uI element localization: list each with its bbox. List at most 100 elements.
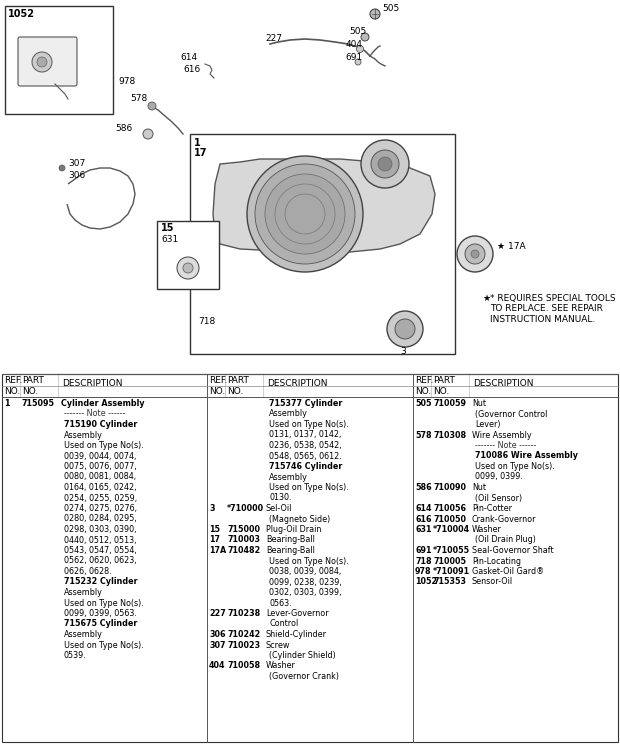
Circle shape	[59, 165, 65, 171]
Text: Screw: Screw	[266, 641, 290, 650]
Circle shape	[265, 174, 345, 254]
Text: 0302, 0303, 0399,: 0302, 0303, 0399,	[269, 588, 342, 597]
Text: (Oil Drain Plug): (Oil Drain Plug)	[475, 536, 536, 545]
Text: 307: 307	[68, 159, 86, 168]
Text: Assembly: Assembly	[64, 588, 103, 597]
Text: 718: 718	[415, 557, 432, 565]
Text: Plug-Oil Drain: Plug-Oil Drain	[266, 525, 321, 534]
Text: 15: 15	[209, 525, 220, 534]
Text: NO.: NO.	[22, 387, 38, 396]
Text: 3: 3	[209, 504, 215, 513]
Text: 1052: 1052	[415, 577, 437, 586]
Text: Used on Type No(s).: Used on Type No(s).	[269, 557, 348, 565]
Text: 306: 306	[68, 171, 86, 180]
Text: 715190 Cylinder: 715190 Cylinder	[64, 420, 138, 429]
Text: 1: 1	[194, 138, 201, 148]
Bar	[0, 0, 620, 374]
Circle shape	[177, 257, 199, 279]
Text: REF.: REF.	[415, 376, 433, 385]
Text: *710000: *710000	[227, 504, 264, 513]
Text: (Governor Crank): (Governor Crank)	[269, 672, 339, 681]
Text: 0080, 0081, 0084,: 0080, 0081, 0084,	[64, 472, 136, 481]
Text: 0131, 0137, 0142,: 0131, 0137, 0142,	[269, 431, 342, 440]
Text: 0130.: 0130.	[269, 493, 291, 502]
Text: Used on Type No(s).: Used on Type No(s).	[64, 641, 144, 650]
Circle shape	[361, 33, 369, 41]
Text: (Governor Control: (Governor Control	[475, 409, 547, 418]
Circle shape	[32, 52, 52, 72]
Text: 0038, 0039, 0084,: 0038, 0039, 0084,	[269, 567, 341, 576]
Text: Used on Type No(s).: Used on Type No(s).	[475, 462, 555, 471]
Text: Nut: Nut	[472, 399, 486, 408]
Text: 710308: 710308	[433, 431, 466, 440]
Text: 715232 Cylinder: 715232 Cylinder	[64, 577, 138, 586]
Text: 978: 978	[118, 77, 135, 86]
Text: NO.: NO.	[4, 387, 20, 396]
Text: *710055: *710055	[433, 546, 470, 555]
Text: Gasket-Oil Gard®: Gasket-Oil Gard®	[472, 567, 544, 576]
Text: 715095: 715095	[22, 399, 55, 408]
Text: 710059: 710059	[433, 399, 466, 408]
Text: 710238: 710238	[227, 609, 260, 618]
Text: Used on Type No(s).: Used on Type No(s).	[64, 441, 144, 450]
Text: 710058: 710058	[227, 661, 260, 670]
Text: 710050: 710050	[433, 515, 466, 524]
Text: 17: 17	[194, 148, 208, 158]
Circle shape	[378, 157, 392, 171]
Text: 0254, 0255, 0259,: 0254, 0255, 0259,	[64, 493, 137, 502]
Text: 0626, 0628.: 0626, 0628.	[64, 567, 112, 576]
Circle shape	[471, 250, 479, 258]
Text: 718: 718	[198, 317, 215, 326]
Circle shape	[356, 45, 363, 53]
Text: Bearing-Ball: Bearing-Ball	[266, 546, 315, 555]
Text: ------- Note ------: ------- Note ------	[475, 441, 536, 450]
Text: 978: 978	[415, 567, 432, 576]
Text: 710023: 710023	[227, 641, 260, 650]
Text: Lever): Lever)	[475, 420, 500, 429]
Text: 710086 Wire Assembly: 710086 Wire Assembly	[475, 452, 578, 461]
Text: PART: PART	[227, 376, 249, 385]
Text: 404: 404	[346, 40, 363, 49]
Text: 0099, 0399.: 0099, 0399.	[475, 472, 523, 481]
Text: 0298, 0303, 0390,: 0298, 0303, 0390,	[64, 525, 136, 534]
Circle shape	[370, 9, 380, 19]
Text: 505: 505	[349, 27, 366, 36]
Text: Control: Control	[269, 620, 298, 629]
Circle shape	[465, 244, 485, 264]
Text: 715377 Cylinder: 715377 Cylinder	[269, 399, 342, 408]
Circle shape	[395, 319, 415, 339]
Text: REF.: REF.	[4, 376, 22, 385]
Circle shape	[355, 59, 361, 65]
Text: Sensor-Oil: Sensor-Oil	[472, 577, 513, 586]
Text: 1052: 1052	[8, 9, 35, 19]
Text: 0562, 0620, 0623,: 0562, 0620, 0623,	[64, 557, 136, 565]
Text: 691: 691	[345, 53, 362, 62]
Text: NO.: NO.	[209, 387, 225, 396]
Text: 578: 578	[415, 431, 432, 440]
Text: 0039, 0044, 0074,: 0039, 0044, 0074,	[64, 452, 136, 461]
Text: 710056: 710056	[433, 504, 466, 513]
Text: 227: 227	[265, 34, 282, 43]
Text: 1: 1	[4, 399, 9, 408]
Text: 631: 631	[161, 235, 179, 244]
Text: Bearing-Ball: Bearing-Ball	[266, 536, 315, 545]
Text: Used on Type No(s).: Used on Type No(s).	[269, 483, 348, 492]
Text: 3: 3	[400, 347, 405, 356]
Text: 227: 227	[209, 609, 226, 618]
Text: 616: 616	[415, 515, 432, 524]
Text: Used on Type No(s).: Used on Type No(s).	[269, 420, 348, 429]
Text: *710004: *710004	[433, 525, 470, 534]
Text: 0099, 0399, 0563.: 0099, 0399, 0563.	[64, 609, 137, 618]
Text: NO.: NO.	[227, 387, 243, 396]
Text: Assembly: Assembly	[64, 630, 103, 639]
Text: 0164, 0165, 0242,: 0164, 0165, 0242,	[64, 483, 136, 492]
Text: Crank-Governor: Crank-Governor	[472, 515, 536, 524]
Text: 710482: 710482	[227, 546, 260, 555]
Text: Shield-Cylinder: Shield-Cylinder	[266, 630, 327, 639]
Circle shape	[247, 156, 363, 272]
Text: 0274, 0275, 0276,: 0274, 0275, 0276,	[64, 504, 137, 513]
Text: 715353: 715353	[433, 577, 466, 586]
Text: * REQUIRES SPECIAL TOOLS
TO REPLACE. SEE REPAIR
INSTRUCTION MANUAL.: * REQUIRES SPECIAL TOOLS TO REPLACE. SEE…	[490, 294, 616, 324]
Text: 614: 614	[180, 53, 197, 62]
Text: 715000: 715000	[227, 525, 260, 534]
